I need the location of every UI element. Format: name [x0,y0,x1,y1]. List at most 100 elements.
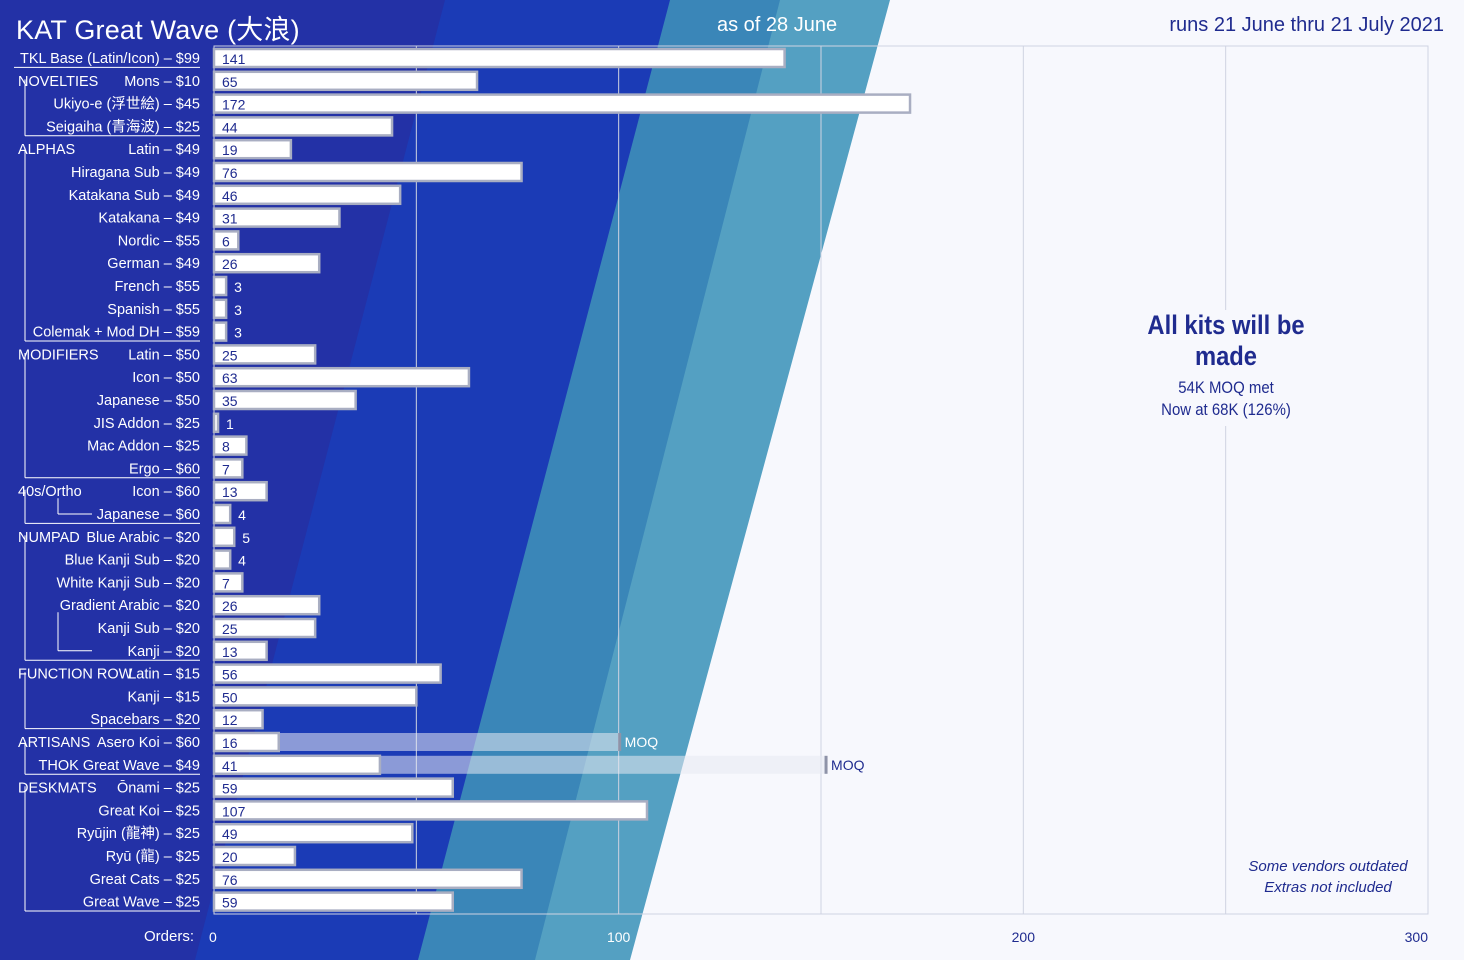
bar [212,526,236,548]
bar [212,572,244,593]
bar [212,777,455,798]
x-tick-label-200: 200 [1012,929,1036,945]
bar-value-label: 7 [222,575,230,591]
bar [212,845,297,867]
chart-title: KAT Great Wave (大浪) [16,15,300,45]
bar-value-label: 107 [222,803,246,819]
category-label: Ryūjin (龍神) – $25 [77,825,200,842]
bar-value-label: 65 [222,74,238,90]
category-label: Ōnami – $25 [117,781,200,797]
x-axis-label: Orders: [144,928,194,945]
status-headline: All kits will be made [1147,310,1305,371]
bar-value-label: 172 [222,97,246,113]
bar-value-label: 3 [234,325,242,341]
category-label: Katakana Sub – $49 [69,188,200,204]
bar-value-label: 46 [222,188,238,204]
bar-value-label: 1 [226,416,234,432]
bar [212,822,414,844]
bar-value-label: 4 [238,553,246,569]
group-label: FUNCTION ROW [18,667,133,683]
moq-label: MOQ [831,757,865,773]
bar [212,116,394,137]
bar-value-label: 19 [222,142,238,158]
category-label: Spanish – $55 [107,302,200,318]
bar-value-label: 76 [222,165,238,181]
category-label: Spacebars – $20 [90,712,200,728]
category-label: Japanese – $60 [97,507,200,523]
category-label: Ergo – $60 [129,461,200,477]
group-brackets [14,66,200,912]
bar-value-label: 35 [222,393,238,409]
bar [212,252,321,274]
category-label: Nordic – $55 [118,233,200,249]
bar-value-label: 25 [222,621,238,637]
bar [212,640,268,662]
bar-value-label: 41 [222,758,238,774]
category-label: German – $49 [107,256,200,272]
group-label: 40s/Ortho [18,484,82,500]
bar-value-label: 12 [222,712,238,728]
status-note: All kits will be made 54K MOQ met Now at… [1110,310,1342,426]
vendor-note-line1: Some vendors outdated [1248,858,1408,875]
bar [212,412,220,434]
category-label: Icon – $60 [132,484,200,500]
bar-value-label: 5 [242,530,250,546]
bar-value-label: 3 [234,302,242,318]
category-label: Ryū (龍) – $25 [106,848,200,865]
bar-value-label: 20 [222,849,238,865]
bar-value-label: 63 [222,370,238,386]
bar-value-label: 13 [222,644,238,660]
bar [212,344,317,365]
run-dates: runs 21 June thru 21 July 2021 [1169,14,1444,36]
category-label: Japanese – $50 [97,393,200,409]
band-dark [0,0,445,960]
bar-value-label: 26 [222,256,238,272]
bar [212,708,264,730]
bar [212,617,317,639]
bar-value-label: 141 [222,51,246,67]
bar-value-label: 59 [222,781,238,797]
bar-value-label: 76 [222,872,238,888]
bar [212,480,268,502]
bar [212,594,321,616]
category-label: Katakana – $49 [98,211,200,227]
moq-status-line: 54K MOQ met [1178,378,1274,397]
bar-value-label: 50 [222,689,238,705]
category-label: Seigaiha (青海波) – $25 [46,118,200,135]
bar [212,138,293,160]
bar [212,230,240,251]
category-label: Asero Koi – $60 [97,735,200,751]
bar [212,93,912,114]
bar-value-label: 6 [222,233,230,249]
bar-value-label: 26 [222,598,238,614]
bar-value-label: 3 [234,279,242,295]
category-label: French – $55 [115,279,200,295]
category-label: Blue Arabic – $20 [86,530,200,546]
group-label: DESKMATS [18,781,97,797]
vendor-note-line2: Extras not included [1264,879,1392,896]
category-label: Blue Kanji Sub – $20 [65,553,200,569]
bar [212,184,402,206]
bar-value-label: 8 [222,439,230,455]
bar [212,435,248,456]
bars-layer [212,47,912,912]
category-label: Hiragana Sub – $49 [71,165,200,181]
category-label: Kanji – $20 [127,644,200,660]
vendor-note: Some vendors outdated Extras not include… [1228,856,1428,898]
group-label: NUMPAD [18,530,80,546]
group-label: MODIFIERS [18,347,99,363]
bar [212,663,442,684]
category-label: Colemak + Mod DH – $59 [33,325,200,341]
progress-line: Now at 68K (126%) [1161,400,1291,419]
bar [212,800,649,821]
bar-value-label: 44 [222,119,238,135]
category-label: Icon – $50 [132,370,200,386]
bar [212,275,228,297]
x-tick-label-100: 100 [607,929,631,945]
bar [212,366,471,388]
bar-value-label: 49 [222,826,238,842]
bar-value-label: 7 [222,461,230,477]
bar [212,686,418,707]
